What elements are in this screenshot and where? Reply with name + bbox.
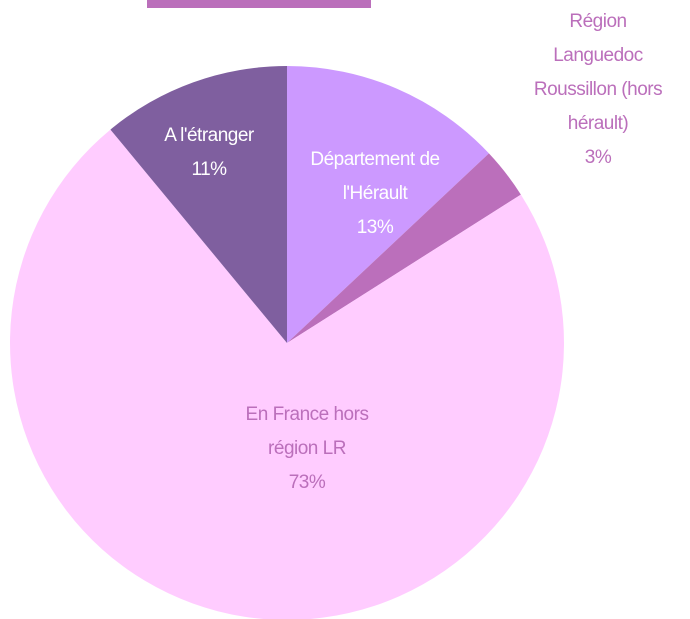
category-name: A l'étranger	[164, 125, 254, 146]
pie-slice	[287, 66, 489, 343]
slice-label: Département de l'Hérault 13%	[290, 143, 460, 245]
slice-label: A l'étranger 11%	[129, 119, 289, 187]
percent-label: 13%	[356, 217, 394, 238]
category-name: Département de l'Hérault	[310, 149, 440, 204]
pie-slice	[287, 153, 521, 343]
percent-label: 11%	[191, 159, 227, 180]
slice-label: Région Languedoc Roussillon (hors héraul…	[523, 5, 673, 175]
slice-label: En France hors région LR 73%	[222, 398, 392, 500]
category-name: En France hors région LR	[245, 404, 369, 459]
title-box-edge	[147, 0, 371, 8]
percent-label: 3%	[584, 147, 612, 168]
percent-label: 73%	[288, 472, 326, 493]
pie-slice	[10, 129, 564, 619]
category-name: Région Languedoc Roussillon (hors héraul…	[533, 11, 663, 134]
pie-slice	[110, 66, 287, 343]
